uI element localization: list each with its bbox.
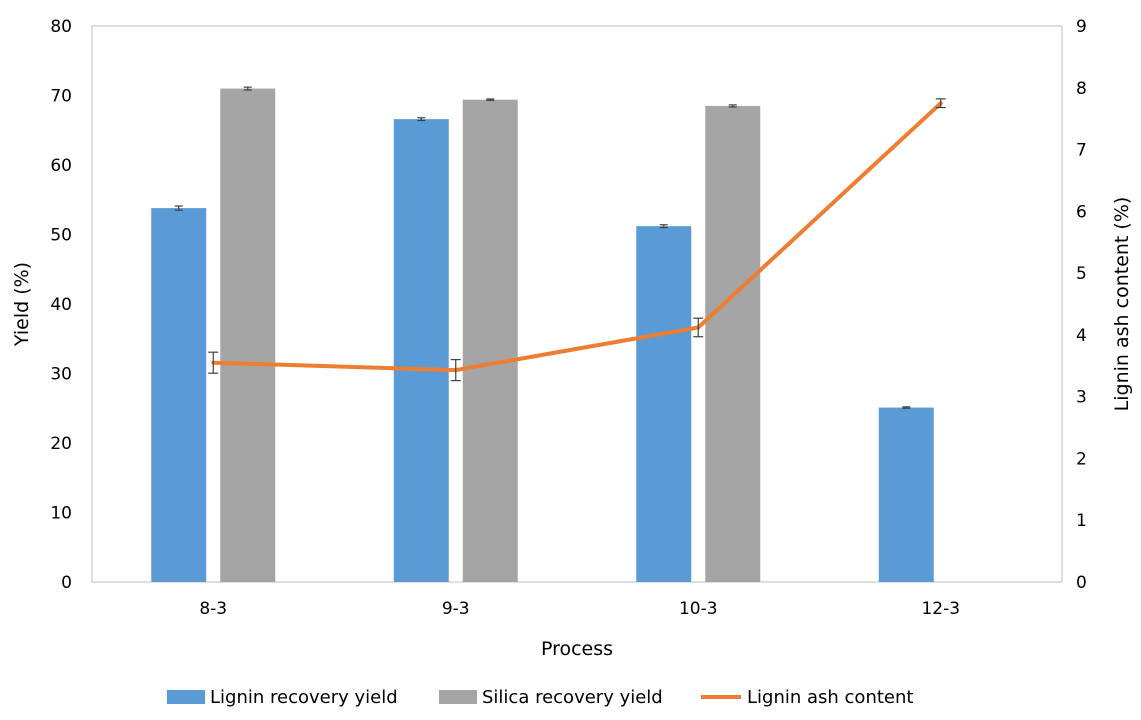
- y-tick-label: 30: [50, 365, 72, 385]
- legend-swatch-silica-yield: [439, 690, 477, 704]
- y2-tick-label: 6: [1076, 202, 1087, 222]
- y-tick-label: 20: [50, 434, 72, 454]
- y-tick-label: 80: [50, 17, 72, 37]
- silica-yield-bar: [705, 106, 760, 582]
- x-tick-label: 12-3: [921, 599, 960, 619]
- y-tick-label: 40: [50, 295, 72, 315]
- y2-tick-label: 5: [1076, 264, 1087, 284]
- silica-yield-bar: [220, 89, 275, 582]
- y2-tick-label: 1: [1076, 511, 1087, 531]
- legend-label: Lignin ash content: [747, 687, 913, 708]
- legend-label: Lignin recovery yield: [210, 687, 398, 708]
- x-tick-label: 9-3: [442, 599, 470, 619]
- y2-tick-label: 4: [1076, 326, 1087, 346]
- y2-tick-label: 3: [1076, 388, 1087, 408]
- y2-tick-label: 9: [1076, 17, 1087, 37]
- ash-content-line: [213, 103, 941, 370]
- x-tick-label: 10-3: [679, 599, 718, 619]
- legend-swatch-lignin-yield: [167, 690, 205, 704]
- y-tick-label: 60: [50, 156, 72, 176]
- y-tick-label: 0: [61, 573, 72, 593]
- legend-label: Silica recovery yield: [482, 687, 663, 708]
- x-axis-title: Process: [541, 638, 613, 660]
- y2-tick-label: 0: [1076, 573, 1087, 593]
- y2-tick-label: 8: [1076, 79, 1087, 99]
- lignin-yield-bar: [636, 226, 691, 582]
- x-tick-label: 8-3: [199, 599, 227, 619]
- y2-tick-label: 2: [1076, 449, 1087, 469]
- lignin-yield-bar: [879, 408, 934, 582]
- y2-axis-title: Lignin ash content (%): [1111, 197, 1133, 412]
- y-tick-label: 50: [50, 226, 72, 246]
- lignin-yield-bar: [151, 208, 206, 582]
- y2-tick-label: 7: [1076, 141, 1087, 161]
- silica-yield-bar: [463, 100, 518, 582]
- lignin-yield-bar: [394, 119, 449, 582]
- y-axis-title: Yield (%): [11, 262, 33, 347]
- y-tick-label: 10: [50, 504, 72, 524]
- y-tick-label: 70: [50, 87, 72, 107]
